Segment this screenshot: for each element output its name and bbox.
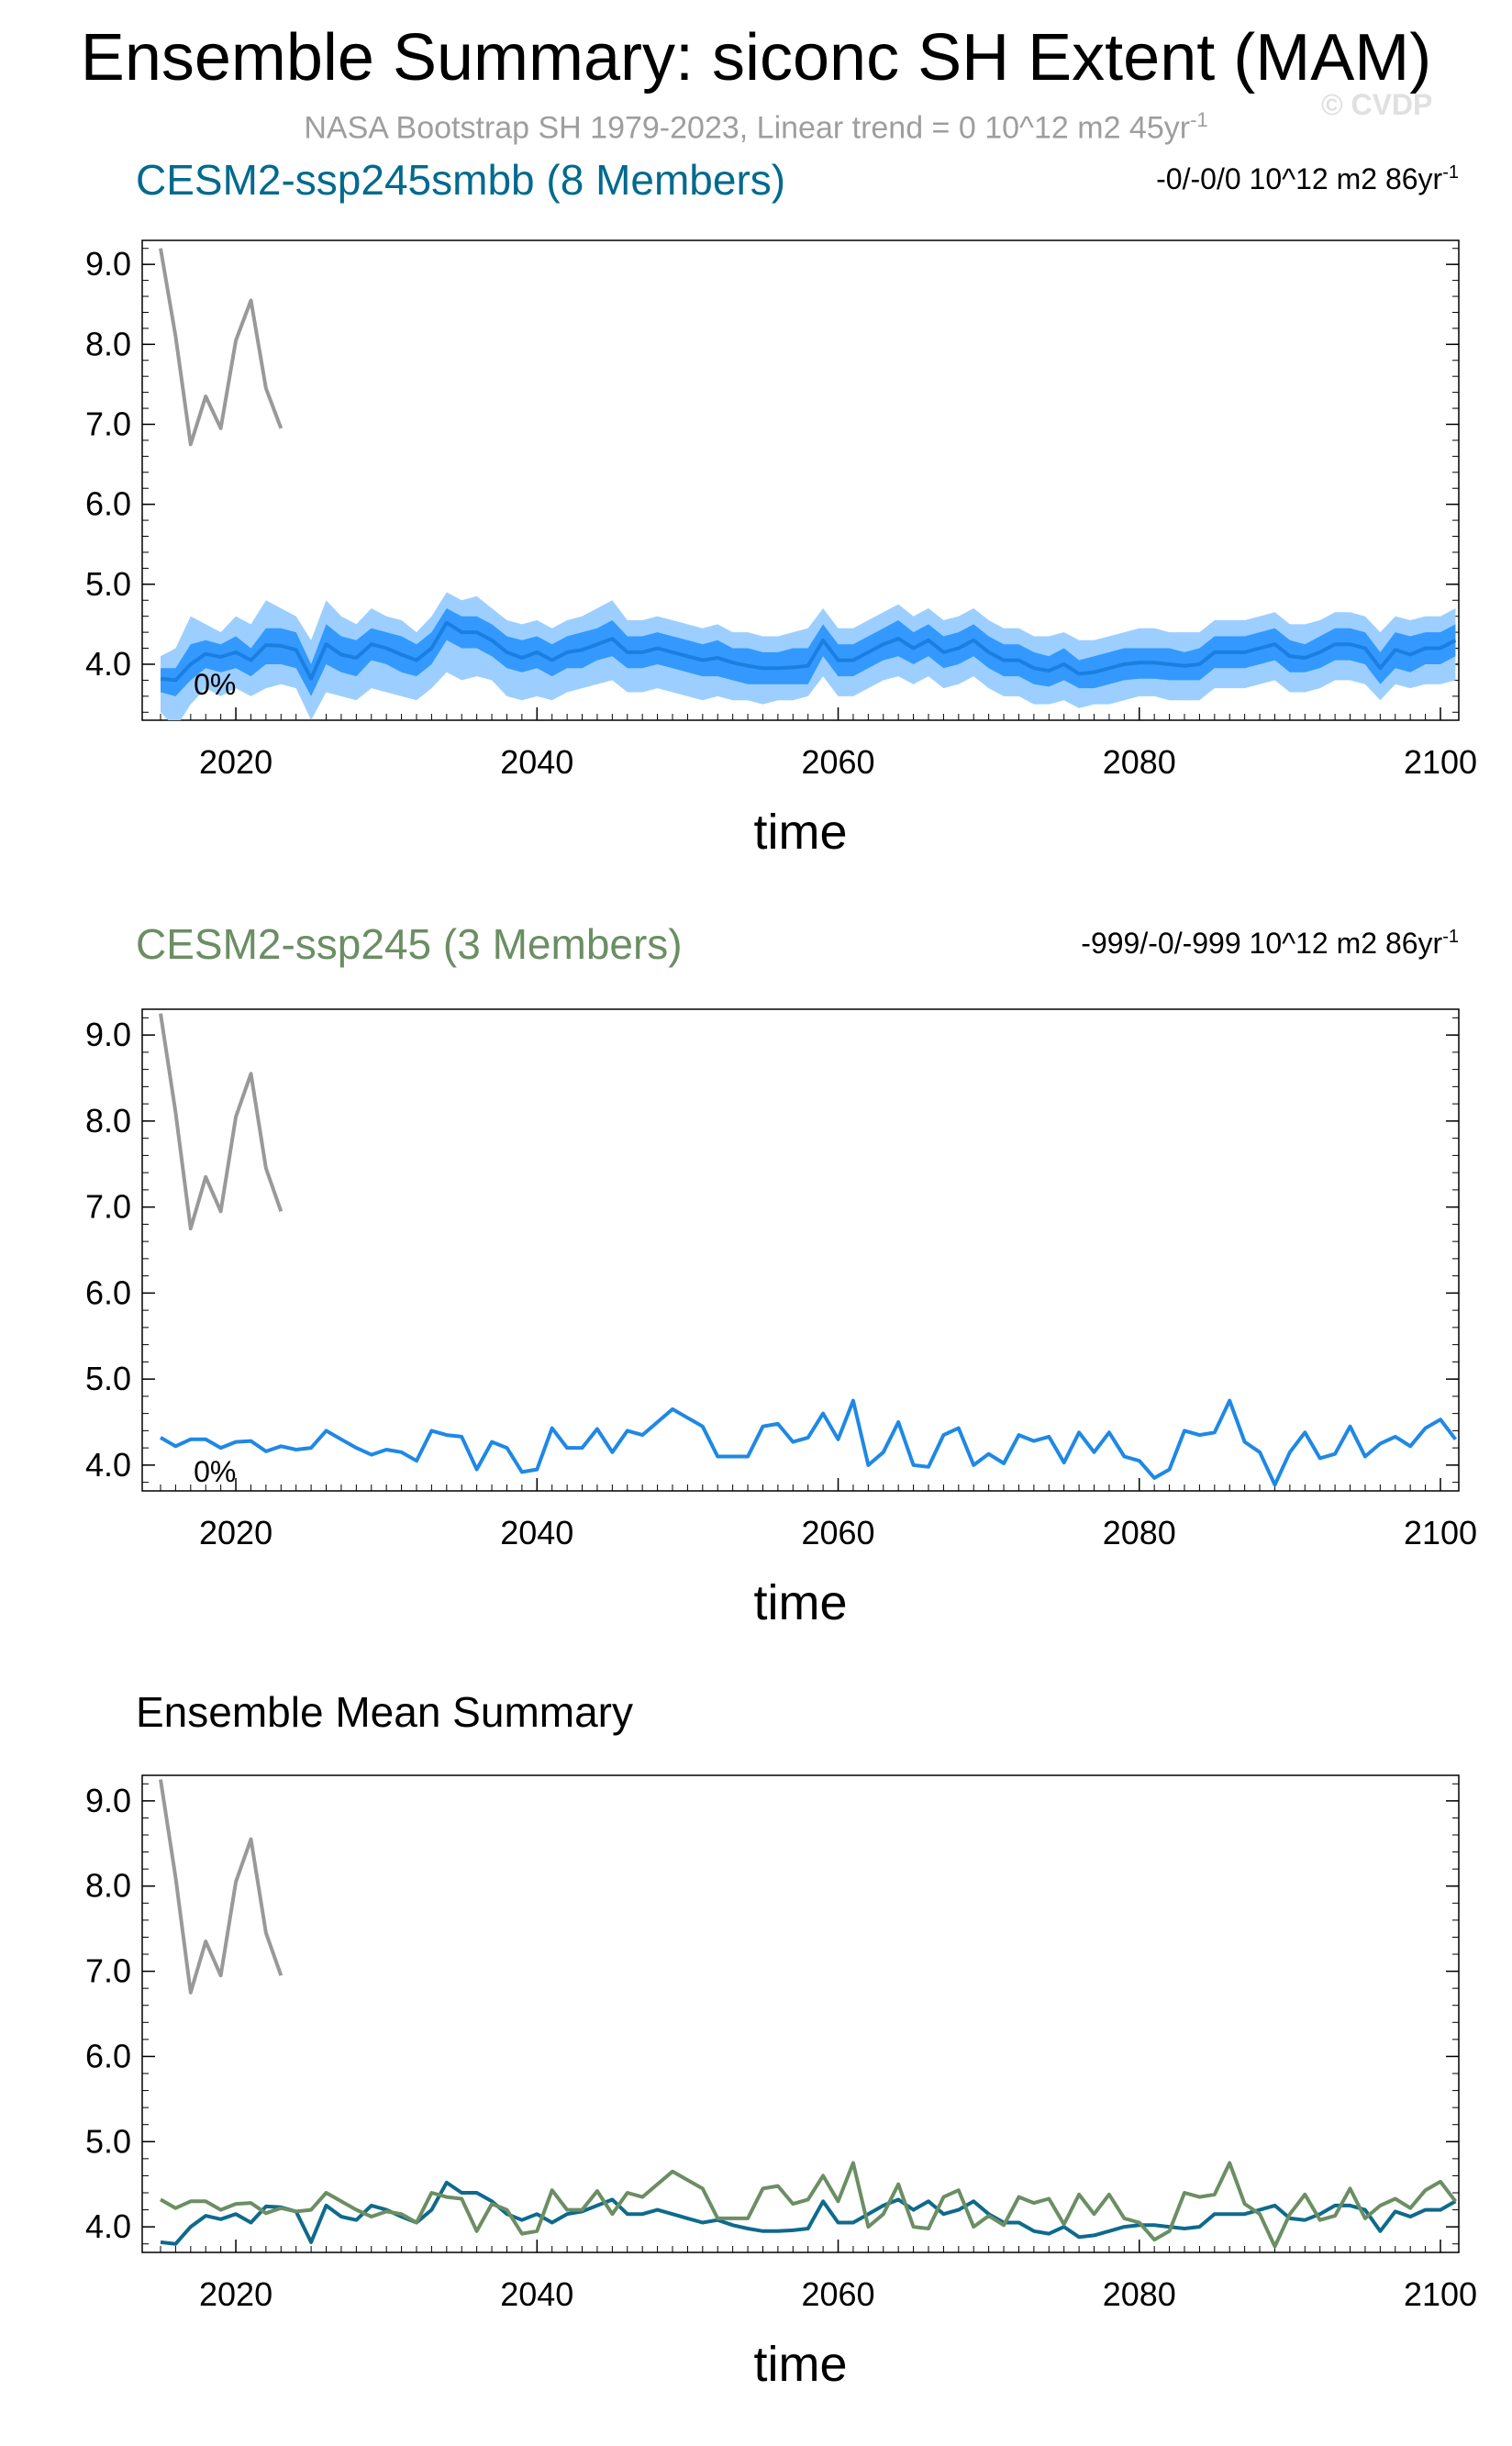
x-tick-label: 2080 [1103,2275,1176,2313]
x-axis-title: time [753,1575,847,1630]
x-tick-label: 2040 [500,1514,573,1551]
x-tick-label: 2040 [500,2275,573,2313]
x-tick-label: 2020 [199,2275,272,2313]
plot-area [159,248,1457,720]
y-tick-label: 9.0 [85,1016,131,1053]
y-tick-label: 5.0 [85,565,131,603]
plot-frame [141,239,1460,721]
y-tick-label: 6.0 [85,485,131,523]
series-line-nasa-bootstrap-sh [159,1013,284,1231]
panel-title: Ensemble Mean Summary [136,1688,633,1736]
plot-frame [141,1008,1460,1492]
panel-title: CESM2-ssp245smbb (8 Members) [136,156,785,204]
y-tick-label: 9.0 [85,245,131,283]
y-tick-label: 4.0 [85,645,131,683]
x-tick-label: 2100 [1404,1514,1477,1551]
x-tick-label: 2020 [199,743,272,781]
y-tick-label: 5.0 [85,2122,131,2160]
panel-trend-sup: -1 [1442,927,1459,947]
y-tick-label: 8.0 [85,1102,131,1140]
series-band-interquartile-range [161,608,1456,696]
obs-subtitle: NASA Bootstrap SH 1979-2023, Linear tren… [0,108,1512,146]
x-axis-title: time [753,805,847,860]
x-tick-label: 2060 [801,2275,874,2313]
x-tick-label: 2040 [500,743,573,781]
plot-area [159,1013,1457,1487]
y-tick-label: 7.0 [85,1952,131,1990]
plot-area [159,1779,1457,2249]
series-line-ensemble-mean [160,620,1457,683]
x-axis-title: time [753,2337,847,2392]
y-tick-label: 9.0 [85,1782,131,1819]
y-tick-label: 8.0 [85,325,131,362]
x-tick-label: 2020 [199,1514,272,1551]
x-tick-label: 2080 [1103,1514,1176,1551]
percent-label: 0% [194,1455,236,1488]
obs-subtitle-text: NASA Bootstrap SH 1979-2023, Linear tren… [304,110,1191,146]
series-line-cesm2-ssp245smbb [160,2180,1457,2246]
panel-trend-text: -999/-0/-999 10^12 m2 86yr [1081,927,1442,960]
series-line-ensemble-mean [160,1398,1457,1487]
y-tick-label: 7.0 [85,1188,131,1226]
panel-trend-label: -0/-0/0 10^12 m2 86yr-1 [1156,162,1459,195]
x-tick-label: 2100 [1404,2275,1477,2313]
y-tick-label: 4.0 [85,1446,131,1484]
series-line-nasa-bootstrap-sh [159,248,284,447]
y-tick-label: 5.0 [85,1360,131,1397]
x-tick-label: 2080 [1103,743,1176,781]
panel-title: CESM2-ssp245 (3 Members) [136,920,683,968]
plot-frame [141,1774,1460,2253]
series-line-cesm2-ssp245 [160,2161,1457,2249]
y-tick-label: 4.0 [85,2207,131,2245]
y-tick-label: 7.0 [85,405,131,442]
main-title: Ensemble Summary: siconc SH Extent (MAM) [80,21,1432,95]
y-tick-label: 8.0 [85,1867,131,1905]
x-tick-label: 2060 [801,743,874,781]
y-tick-label: 6.0 [85,2037,131,2074]
watermark: © CVDP [1321,88,1433,121]
y-tick-label: 6.0 [85,1273,131,1311]
obs-subtitle-sup: -1 [1190,108,1208,131]
percent-label: 0% [194,668,236,701]
series-line-nasa-bootstrap-sh [159,1779,284,1995]
panel-trend-sup: -1 [1442,162,1459,183]
x-tick-label: 2100 [1404,743,1477,781]
panel-trend-text: -0/-0/0 10^12 m2 86yr [1156,162,1442,195]
x-tick-label: 2060 [801,1514,874,1551]
panel-trend-label: -999/-0/-999 10^12 m2 86yr-1 [1081,927,1459,960]
